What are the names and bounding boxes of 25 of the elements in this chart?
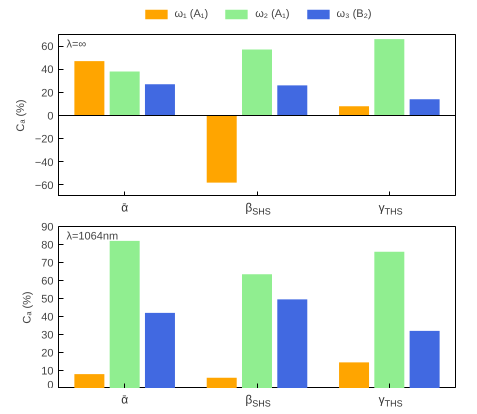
legend-label: ω₁ (A₁) [174,8,208,20]
y-tick-label: −40 [34,156,54,169]
y-tick-label: 60 [41,41,54,54]
y-tick-label: 10 [41,366,54,378]
y-tick-label: 70 [41,258,54,270]
y-tick-label: −20 [34,134,54,146]
annotation: λ=1064nm [66,230,118,242]
y-tick-label: 50 [41,294,54,306]
x-tick-label: ᾱ [121,392,128,406]
y-tick-label: 20 [41,348,54,360]
x-tick-label: ᾱ [121,200,128,214]
y-tick-label: 40 [41,312,54,324]
legend-label: ω₃ (B₂) [336,8,372,20]
y-axis-title: Cₐ (%) [14,99,27,132]
y-tick-label: 60 [41,276,54,288]
legend-label: ω₂ (A₁) [255,8,290,20]
y-tick-label: 30 [41,330,54,342]
y-axis-title: Cₐ (%) [21,291,34,324]
y-tick-label: 90 [41,222,54,234]
y-tick-label: 80 [41,240,54,252]
y-tick-label: −60 [34,180,54,192]
y-tick-label: 0 [47,110,54,122]
y-tick-label: 20 [41,87,54,100]
y-tick-label: 40 [41,64,54,76]
annotation: λ=∞ [66,38,86,50]
